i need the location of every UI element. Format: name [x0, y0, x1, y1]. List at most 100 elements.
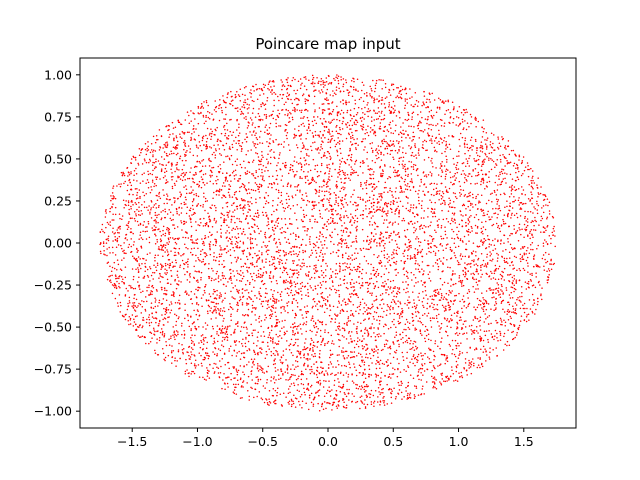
scatter-point	[247, 375, 250, 378]
scatter-point	[507, 140, 510, 142]
scatter-point	[381, 388, 383, 391]
scatter-point	[270, 329, 273, 332]
scatter-point	[150, 306, 152, 309]
scatter-point	[190, 362, 193, 364]
scatter-point	[211, 130, 214, 133]
scatter-point	[241, 183, 244, 185]
scatter-point	[308, 163, 310, 166]
scatter-point	[376, 242, 378, 244]
scatter-point	[177, 176, 179, 179]
scatter-point	[247, 222, 249, 224]
scatter-point	[226, 376, 229, 378]
scatter-point	[542, 245, 545, 247]
scatter-point	[282, 373, 284, 375]
scatter-point	[449, 246, 452, 249]
scatter-point	[289, 285, 292, 288]
scatter-point	[231, 134, 233, 137]
scatter-point	[310, 319, 312, 321]
scatter-point	[355, 369, 357, 372]
scatter-point	[441, 171, 444, 173]
scatter-point	[242, 253, 245, 255]
scatter-point	[383, 254, 385, 256]
scatter-point	[342, 204, 344, 206]
scatter-point	[463, 366, 465, 369]
scatter-point	[468, 147, 471, 150]
scatter-point	[391, 390, 393, 392]
scatter-point	[519, 229, 521, 231]
scatter-point	[342, 99, 344, 101]
scatter-point	[268, 175, 270, 178]
scatter-point	[521, 256, 523, 259]
scatter-point	[313, 243, 316, 246]
scatter-point	[362, 359, 364, 362]
scatter-point	[405, 386, 407, 389]
scatter-point	[361, 89, 363, 92]
scatter-point	[294, 269, 296, 271]
scatter-point	[394, 190, 397, 193]
scatter-point	[268, 182, 271, 185]
scatter-point	[291, 79, 293, 82]
scatter-point	[351, 393, 354, 395]
scatter-point	[167, 354, 170, 357]
scatter-point	[287, 113, 289, 115]
scatter-point	[320, 366, 322, 369]
scatter-point	[207, 225, 210, 227]
scatter-point	[130, 227, 132, 230]
scatter-point	[119, 217, 121, 220]
scatter-point	[247, 161, 250, 163]
scatter-point	[311, 179, 313, 181]
scatter-point	[247, 389, 249, 392]
scatter-point	[318, 238, 320, 240]
scatter-point	[266, 402, 269, 404]
scatter-point	[527, 247, 529, 249]
scatter-point	[215, 239, 217, 241]
scatter-point	[392, 222, 394, 224]
scatter-point	[507, 145, 510, 147]
scatter-point	[336, 185, 339, 188]
scatter-point	[499, 193, 502, 196]
scatter-point	[440, 383, 443, 386]
scatter-point	[413, 349, 416, 351]
scatter-point	[471, 330, 474, 332]
scatter-point	[256, 209, 259, 212]
scatter-point	[418, 225, 421, 228]
scatter-point	[290, 383, 293, 385]
scatter-point	[306, 129, 308, 131]
scatter-point	[338, 385, 340, 388]
scatter-point	[400, 89, 402, 92]
scatter-point	[451, 290, 453, 292]
scatter-point	[307, 99, 310, 102]
scatter-point	[150, 321, 153, 324]
scatter-point	[468, 325, 471, 327]
scatter-point	[454, 282, 457, 285]
scatter-point	[130, 238, 132, 240]
scatter-point	[458, 332, 461, 335]
scatter-point	[437, 174, 440, 176]
scatter-point	[380, 231, 382, 234]
scatter-point	[411, 306, 414, 308]
scatter-point	[373, 188, 375, 190]
scatter-point	[238, 178, 240, 180]
scatter-point	[298, 375, 300, 378]
scatter-point	[148, 316, 150, 318]
scatter-point	[391, 143, 394, 145]
scatter-point	[345, 214, 348, 217]
scatter-point	[314, 287, 317, 290]
scatter-point	[480, 194, 483, 197]
scatter-point	[237, 291, 239, 293]
scatter-point	[163, 333, 166, 335]
scatter-point	[412, 135, 414, 138]
scatter-point	[414, 277, 417, 279]
scatter-point	[378, 149, 380, 152]
scatter-point	[370, 206, 373, 208]
scatter-point	[164, 246, 167, 249]
scatter-point	[254, 252, 256, 255]
scatter-point	[375, 185, 378, 188]
scatter-point	[483, 298, 485, 301]
scatter-point	[292, 331, 294, 333]
scatter-point	[205, 223, 208, 226]
scatter-point	[366, 95, 368, 97]
scatter-point	[485, 350, 487, 352]
scatter-point	[422, 130, 425, 133]
scatter-point	[501, 285, 503, 288]
